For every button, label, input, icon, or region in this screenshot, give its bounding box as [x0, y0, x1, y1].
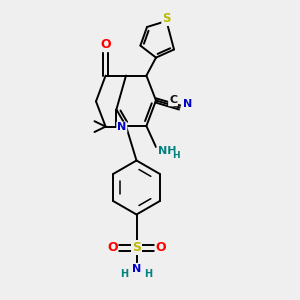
- Text: N: N: [183, 99, 192, 109]
- Text: S: S: [162, 12, 171, 25]
- Text: N: N: [117, 122, 126, 133]
- Text: H: H: [172, 152, 179, 160]
- Text: S: S: [132, 241, 141, 254]
- Text: C: C: [169, 95, 177, 105]
- Text: O: O: [155, 241, 166, 254]
- Text: N: N: [132, 264, 141, 274]
- Text: H: H: [120, 269, 129, 279]
- Text: NH: NH: [158, 146, 176, 156]
- Text: H: H: [144, 269, 153, 279]
- Text: O: O: [100, 38, 111, 51]
- Text: O: O: [107, 241, 118, 254]
